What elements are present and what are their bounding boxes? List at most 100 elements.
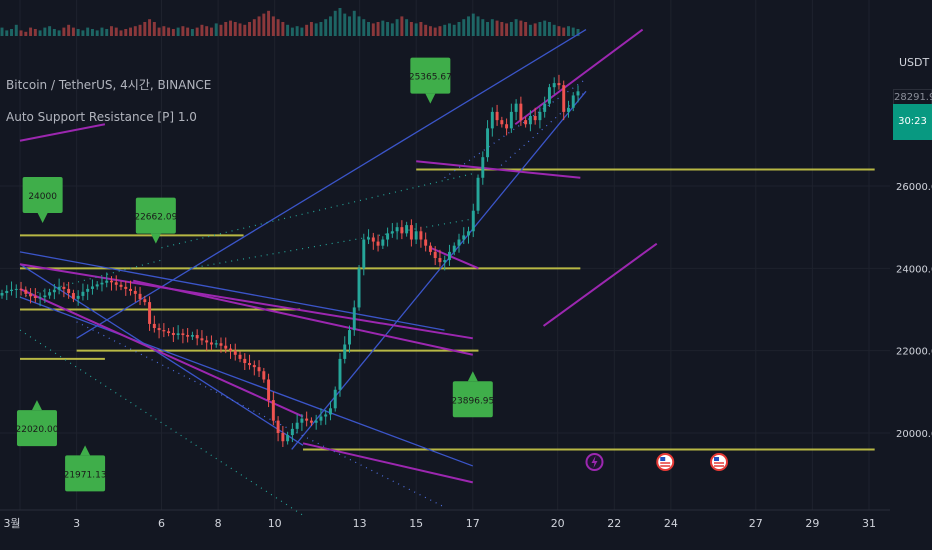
volume-bar: [314, 23, 318, 36]
volume-bar: [552, 24, 556, 36]
indicator-title[interactable]: Auto Support Resistance [P] 1.0: [6, 110, 197, 124]
candle: [119, 284, 123, 287]
candle: [267, 379, 271, 401]
volume-bar: [271, 16, 275, 36]
volume-bar: [286, 24, 290, 36]
candle: [509, 111, 513, 129]
candle: [276, 420, 280, 433]
volume-bar: [124, 29, 128, 36]
volume-bar: [133, 26, 137, 36]
candle: [343, 344, 347, 359]
candle: [29, 293, 33, 297]
volume-bar: [90, 29, 94, 36]
candle: [386, 233, 390, 240]
time-tick-label: 22: [607, 517, 621, 530]
candle: [543, 103, 547, 112]
volume-bar: [447, 23, 451, 36]
volume-bar: [86, 27, 90, 36]
time-tick-label: 6: [158, 517, 165, 530]
volume-bar: [505, 23, 509, 36]
candle: [171, 332, 175, 336]
candle: [486, 128, 490, 158]
volume-bar: [419, 22, 423, 36]
price-label-pointer: [425, 93, 436, 104]
volume-bar: [490, 19, 494, 36]
price-label-pointer: [31, 400, 42, 411]
flag-canton: [714, 457, 720, 461]
candle: [438, 258, 442, 263]
time-axis[interactable]: 3월 3 6 8 10 13 15 17 20 22 24 27 29 31: [0, 509, 890, 530]
price-label: 25365.67: [409, 57, 452, 104]
candle: [547, 87, 551, 104]
candle: [524, 120, 528, 125]
volume-bar: [110, 26, 113, 36]
candle: [443, 260, 447, 263]
trendline-purple: [132, 279, 474, 356]
candle: [467, 231, 470, 236]
volume-bar: [143, 22, 147, 36]
volume-bar: [181, 26, 185, 36]
volume-bar: [309, 22, 313, 36]
candle: [271, 400, 275, 421]
candle: [433, 251, 437, 259]
candle: [100, 282, 104, 285]
price-label-pointer: [467, 371, 478, 382]
volume-bar: [290, 27, 294, 36]
volume-bar: [362, 19, 366, 36]
volume-bar: [328, 16, 332, 36]
candle: [476, 177, 480, 211]
price-label-box: [452, 381, 493, 418]
volume-bar: [152, 22, 156, 36]
time-tick-label: 3월: [3, 517, 20, 530]
volume-bar: [571, 27, 575, 36]
candle: [238, 354, 242, 359]
volume-bar: [400, 16, 404, 36]
volume-bar: [528, 24, 532, 36]
volume-bar: [262, 13, 266, 37]
volume-bar: [252, 19, 256, 36]
volume-bar: [495, 20, 499, 36]
candle: [167, 331, 171, 333]
candle: [0, 293, 4, 296]
price-label-box: [16, 410, 57, 447]
volume-bar: [100, 27, 104, 36]
volume-bar: [462, 19, 466, 36]
candle: [48, 292, 52, 296]
candle: [76, 295, 80, 299]
candle: [362, 239, 366, 269]
candle: [162, 330, 166, 332]
candle: [5, 290, 9, 294]
volume-bar: [10, 29, 13, 36]
volume-bar: [38, 30, 42, 36]
candle: [181, 333, 185, 336]
candle: [328, 408, 332, 415]
symbol-title[interactable]: Bitcoin / TetherUS, 4시간, BINANCE: [6, 78, 212, 92]
candle: [319, 416, 323, 421]
volume-bar: [390, 23, 394, 36]
time-tick-label: 3: [73, 517, 80, 530]
candle: [424, 239, 428, 246]
candle: [90, 286, 94, 289]
volume-bar: [443, 24, 447, 36]
candle: [371, 237, 375, 242]
last-price-tag: 28291.94: [893, 89, 932, 105]
price-tick-label: 20000.00: [896, 429, 932, 440]
candle: [390, 231, 394, 234]
trendlines: [19, 28, 658, 516]
price-tick-label: 22000.00: [896, 347, 932, 358]
candle: [528, 116, 532, 125]
price-labels: 24000 22662.09 25365.67 23896.95 22020.00 219…: [16, 57, 494, 492]
candle: [414, 231, 418, 240]
volume-bar: [476, 16, 480, 36]
price-axis[interactable]: 20000.00 22000.00 24000.00 26000.00: [890, 0, 932, 550]
price-label-pointer: [37, 213, 48, 224]
volume-bar: [386, 22, 390, 36]
volume-bar: [229, 20, 232, 36]
volume-bar: [114, 27, 118, 36]
volume-bar: [348, 16, 351, 36]
volume-bar: [119, 30, 123, 36]
candle: [305, 418, 309, 421]
candle: [86, 288, 90, 292]
